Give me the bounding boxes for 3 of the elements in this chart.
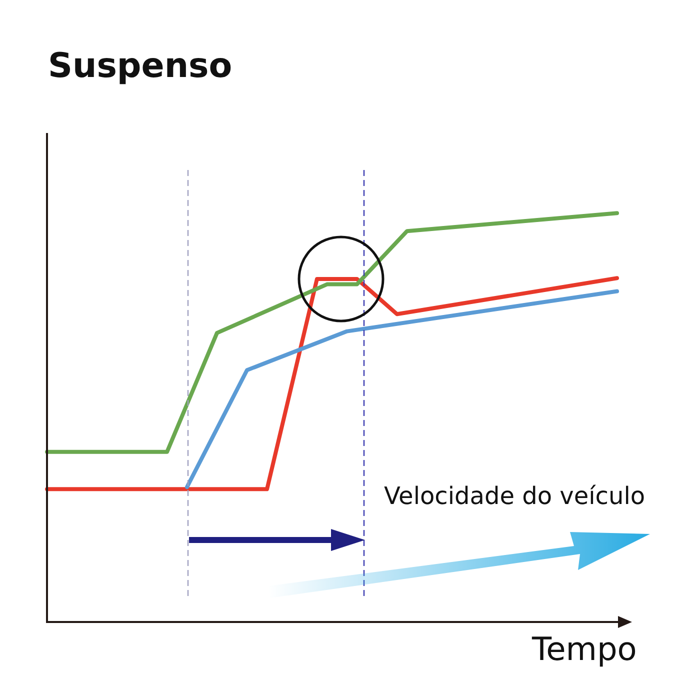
x-axis-title: Tempo — [532, 630, 637, 668]
annotation: Velocidade do veículo — [384, 482, 646, 510]
chart-title: Suspenso — [48, 46, 232, 86]
